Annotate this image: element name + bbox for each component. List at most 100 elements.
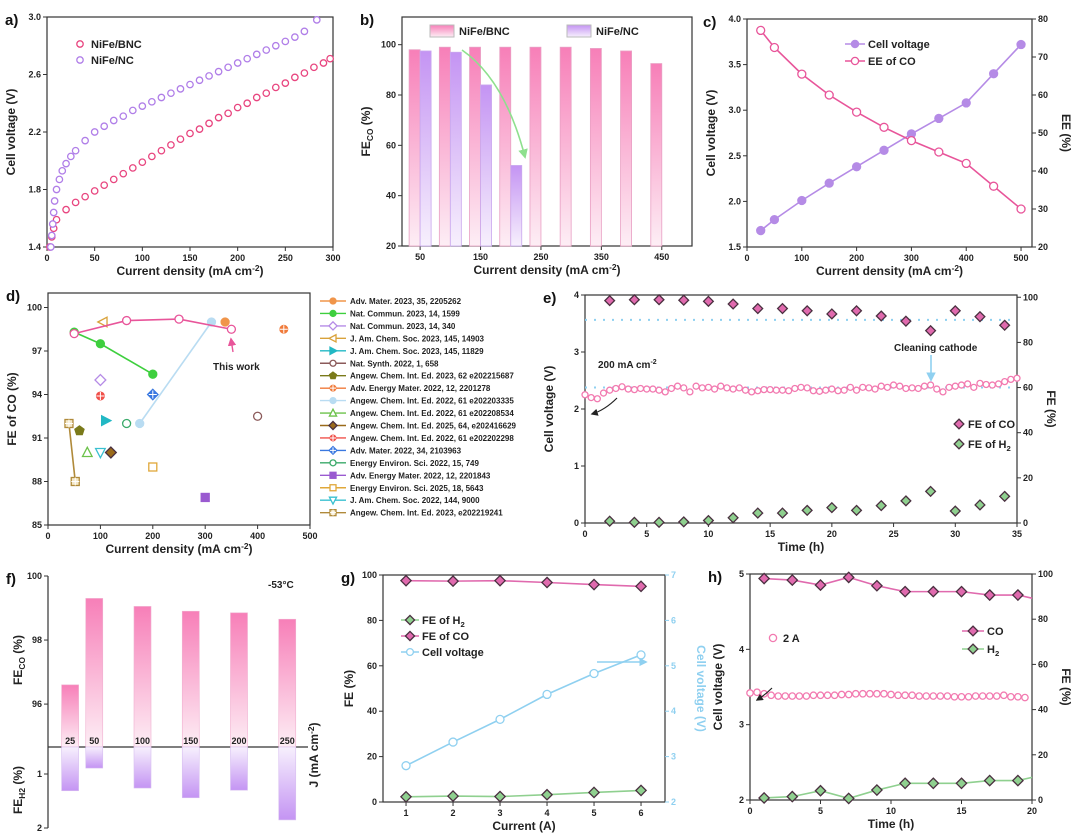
series-FE of H2: [603, 485, 1011, 529]
legend-label: Angew. Chem. Int. Ed. 2022, 61 e20220333…: [350, 397, 514, 406]
y2-tick-label: 5: [671, 661, 676, 671]
y-axis-label: Cell voltage (V): [711, 644, 725, 731]
data-point: [752, 302, 764, 315]
data-point: [252, 411, 263, 421]
x-tick-label: 350: [594, 252, 609, 262]
data-point: [727, 298, 739, 310]
bar-fe-h2: [230, 746, 248, 791]
data-point: [915, 692, 924, 700]
data-point: [957, 381, 966, 389]
data-point: [988, 181, 999, 191]
data-point: [828, 385, 836, 393]
data-point: [814, 579, 827, 592]
data-point: [976, 379, 984, 388]
data-point: [752, 507, 764, 519]
bar-fe-h2: [278, 746, 297, 821]
data-point: [974, 499, 986, 511]
y2-tick-label: 60: [1038, 659, 1048, 669]
y-axis-label: FE (%): [342, 670, 356, 707]
y-tick-label: 2: [739, 795, 744, 805]
data-point: [104, 446, 118, 459]
x-tick-label: 200: [145, 531, 160, 541]
data-point: [100, 414, 113, 427]
plot-frame: [401, 16, 693, 247]
plot-frame: [47, 292, 311, 526]
panel-label: f): [6, 571, 16, 588]
data-point: [983, 774, 996, 787]
data-point: [71, 198, 80, 207]
category-label: 150: [183, 736, 198, 746]
bar-NiFe/NC: [449, 51, 462, 247]
data-point: [824, 90, 834, 100]
data-point: [300, 69, 309, 77]
data-point: [148, 462, 158, 472]
data-point: [1013, 374, 1021, 382]
bar-NiFe/BNC: [589, 48, 602, 247]
bar-fe-h2: [133, 746, 152, 789]
y-tick-label: 20: [367, 752, 377, 762]
data-point: [121, 418, 132, 429]
data-point: [922, 692, 931, 700]
data-point: [310, 63, 318, 72]
y2-tick-label: 80: [1023, 337, 1033, 347]
series-CO: [758, 571, 1033, 602]
series-point: [220, 317, 230, 327]
data-point: [64, 418, 74, 429]
data-point: [851, 689, 860, 698]
data-point: [875, 499, 888, 512]
data-point: [119, 112, 128, 121]
x-axis-label: Current (A): [492, 819, 555, 833]
data-point: [628, 516, 641, 529]
data-point: [1014, 692, 1022, 701]
series-point: [100, 414, 113, 427]
data-point: [205, 72, 213, 80]
data-point: [978, 692, 987, 700]
legend-label: J. Am. Chem. Soc. 2023, 145, 14903: [350, 334, 485, 343]
y-tick-label: 3: [739, 720, 744, 730]
data-point: [186, 129, 194, 138]
y-tick-label: 2.6: [28, 70, 41, 80]
series-line: [406, 789, 642, 798]
data-point: [94, 447, 107, 460]
data-point: [900, 315, 912, 327]
data-point: [964, 692, 973, 701]
legend-label: Angew. Chem. Int. Ed. 2023, e202219241: [350, 509, 503, 518]
data-point: [446, 790, 460, 803]
legend-label: J. Am. Chem. Soc. 2023, 145, 11829: [350, 347, 484, 356]
x-tick-label: 3: [498, 808, 503, 818]
data-point: [252, 50, 261, 59]
data-point: [319, 59, 328, 67]
data-point: [717, 382, 725, 390]
data-point: [778, 386, 787, 394]
data-point: [66, 152, 75, 161]
data-point: [680, 384, 688, 392]
data-point: [772, 386, 780, 394]
y-axis-label-upper: FECO (%): [11, 635, 27, 685]
data-point: [95, 339, 106, 349]
data-point: [710, 385, 719, 393]
data-point: [186, 80, 194, 89]
data-point: [939, 388, 947, 396]
data-point: [889, 381, 898, 389]
y2-tick-label: 60: [1038, 90, 1048, 100]
data-point: [766, 385, 774, 394]
series-point: [121, 418, 132, 429]
series-point: [148, 462, 158, 472]
data-point: [929, 692, 938, 700]
data-point: [735, 384, 743, 392]
x-tick-label: 0: [45, 531, 50, 541]
data-point: [448, 737, 458, 747]
x-tick-label: 200: [849, 253, 864, 263]
legend-label: Adv. Energy Mater. 2022, 12, 2201278: [350, 384, 491, 393]
temperature-label: -53°C: [268, 580, 294, 591]
data-point: [961, 98, 971, 108]
legend-marker: [76, 56, 84, 64]
data-point: [587, 578, 601, 591]
x-tick-label: 100: [135, 253, 150, 263]
y2-tick-label: 40: [1038, 705, 1048, 715]
category-label: 50: [89, 736, 99, 746]
legend-label: Angew. Chem. Int. Ed. 2022, 61 e20220229…: [350, 434, 514, 443]
data-point: [70, 476, 80, 487]
